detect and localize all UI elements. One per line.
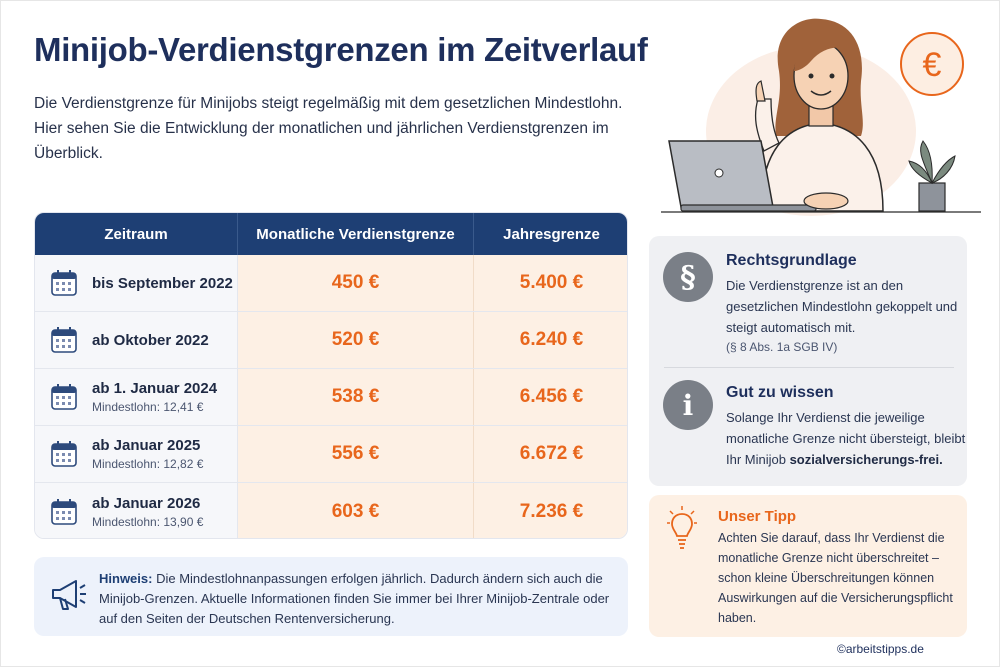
hinweis-label: Hinweis: — [99, 571, 153, 586]
period-label: ab Januar 2025 — [92, 437, 201, 454]
calendar-icon — [51, 441, 77, 467]
hinweis-box: Hinweis: Die Mindestlohnanpassungen erfo… — [34, 557, 628, 636]
period-cell: bis September 2022 — [35, 255, 238, 311]
info-icon: i — [663, 380, 713, 430]
monthly-cell: 603 € — [238, 483, 474, 538]
tipp-panel — [649, 495, 967, 637]
rechtsgrundlage-reference: (§ 8 Abs. 1a SGB IV) — [726, 340, 838, 354]
mindestlohn-label: Mindestlohn: 12,82 € — [92, 457, 204, 471]
yearly-cell: 7.236 € — [474, 483, 627, 538]
table-row: ab Oktober 2022 520 € 6.240 € — [35, 312, 627, 369]
mindestlohn-label: Mindestlohn: 13,90 € — [92, 514, 204, 529]
calendar-icon — [51, 327, 77, 353]
yearly-cell: 6.456 € — [474, 369, 627, 425]
woman-laptop-illustration: € — [661, 18, 981, 216]
gut-zu-wissen-body: Solange Ihr Verdienst die jeweilige mona… — [726, 410, 966, 467]
calendar-icon — [51, 270, 77, 296]
header-zeitraum: Zeitraum — [35, 213, 238, 255]
period-cell: ab 1. Januar 2024 Mindestlohn: 12,41 € — [35, 369, 238, 425]
period-label: bis September 2022 — [92, 274, 233, 292]
table-row: bis September 2022 450 € 5.400 € — [35, 255, 627, 312]
header-jahresgrenze: Jahresgrenze — [503, 225, 600, 243]
hinweis-text: Hinweis: Die Mindestlohnanpassungen erfo… — [99, 569, 614, 629]
period-cell: ab Oktober 2022 — [35, 312, 238, 368]
calendar-icon — [51, 384, 77, 410]
gut-zu-wissen-title: Gut zu wissen — [726, 384, 834, 401]
monthly-cell: 538 € — [238, 369, 474, 425]
tipp-text: Achten Sie darauf, dass Ihr Verdienst di… — [718, 531, 953, 625]
rechtsgrundlage-title: Rechtsgrundlage — [726, 252, 857, 269]
mindestlohn-label: Mindestlohn: 12,41 € — [92, 400, 204, 414]
monthly-cell: 450 € — [238, 255, 474, 311]
yearly-cell: 6.240 € — [474, 312, 627, 368]
table-header: Zeitraum Monatliche Verdienstgrenze Jahr… — [35, 213, 627, 255]
section-divider — [664, 367, 954, 368]
gut-zu-wissen-bold: sozialversicherungs-frei — [789, 452, 940, 467]
period-label: ab Januar 2026 — [92, 494, 201, 512]
megaphone-icon — [52, 580, 86, 610]
intro-text: Die Verdienstgrenze für Minijobs steigt … — [34, 95, 623, 162]
rechtsgrundlage-text: Die Verdienstgrenze ist an den gesetzlic… — [726, 278, 958, 335]
period-label: ab Oktober 2022 — [92, 331, 209, 349]
table-body: bis September 2022 450 € 5.400 € ab Okto… — [35, 255, 627, 538]
table-row: ab Januar 2026 Mindestlohn: 13,90 € 603 €… — [35, 483, 627, 538]
monthly-cell: 520 € — [238, 312, 474, 368]
calendar-icon — [51, 498, 77, 525]
verdienstgrenzen-table: Zeitraum Monatliche Verdienstgrenze Jahr… — [34, 212, 628, 539]
euro-icon: € — [923, 46, 942, 84]
period-cell: ab Januar 2026 Mindestlohn: 13,90 € — [35, 483, 238, 538]
page-title: Minijob-Verdienstgrenzen im Zeitverlauf — [34, 31, 648, 68]
header-monatlich: Monatliche Verdienstgrenze — [238, 213, 474, 255]
period-label: ab 1. Januar 2024 — [92, 380, 218, 397]
gut-zu-wissen-text: Solange Ihr Verdienst die jeweilige mona… — [726, 407, 966, 470]
table-row: ab Januar 2025 Mindestlohn: 12,82 € 556 €… — [35, 426, 627, 483]
yearly-cell: 6.672 € — [474, 426, 627, 482]
table-row: ab 1. Januar 2024 Mindestlohn: 12,41 € 53… — [35, 369, 627, 426]
tipp-title: Unser Tipp — [718, 508, 797, 525]
paragraph-icon: § — [663, 252, 713, 302]
copyright-footer: ©arbeitstipps.de — [837, 642, 924, 656]
monthly-cell: 556 € — [238, 426, 474, 482]
yearly-cell: 5.400 € — [474, 255, 627, 311]
lightbulb-icon — [667, 506, 697, 549]
period-cell: ab Januar 2025 Mindestlohn: 12,82 € — [35, 426, 238, 482]
hinweis-body: Die Mindestlohnanpassungen erfolgen jähr… — [99, 571, 610, 626]
gut-zu-wissen-end: . — [939, 452, 943, 467]
